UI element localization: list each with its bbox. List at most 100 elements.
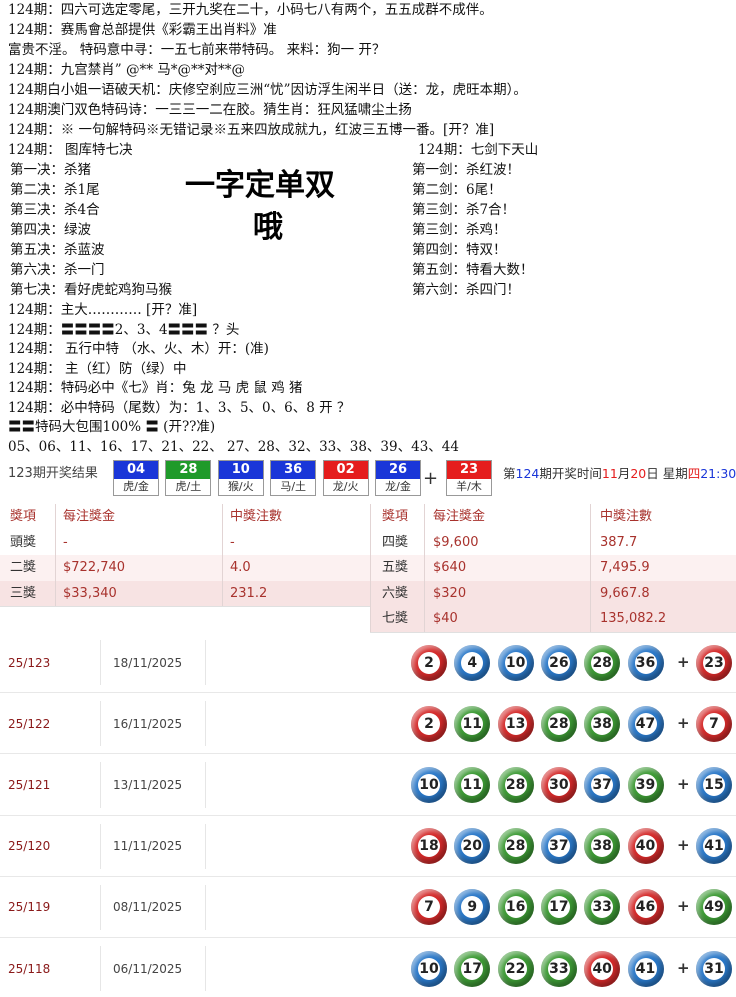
next-draw-part: 第 xyxy=(503,466,516,481)
draw-ball: 2 xyxy=(411,644,447,681)
draw-ball: 41 xyxy=(627,950,664,987)
col-line xyxy=(205,946,206,992)
draw-ball: 17 xyxy=(540,889,577,926)
result-title: 123期开奖结果 xyxy=(8,466,98,481)
big-text: 哦 xyxy=(253,210,283,245)
col-line xyxy=(205,701,206,747)
draw-date: 13/11/2025 xyxy=(113,778,183,792)
row-bg xyxy=(0,504,736,530)
draw-ball: 10 xyxy=(497,644,534,681)
row-line xyxy=(0,692,736,694)
draw-id: 25/118 xyxy=(8,961,51,976)
draw-ball: 28 xyxy=(497,767,534,803)
ball-number: 38 xyxy=(591,835,614,858)
ball-number: 10 xyxy=(418,957,440,980)
ball-zodiac: 羊/木 xyxy=(456,480,482,493)
draw-ball: 47 xyxy=(627,705,664,742)
text-line: 124期澳门双色特码诗：一三三一二在胶。猜生肖：狂风猛啸尘土扬 xyxy=(8,102,412,118)
text-line: 124期：必中特码（尾数）为：1、3、5、0、6、8 开 ？ xyxy=(8,399,351,416)
row-line xyxy=(370,632,736,633)
tip-line: 第四剑：特双！ xyxy=(412,242,507,258)
ball-number: 23 xyxy=(703,651,725,674)
special-ball: 23 羊/木 xyxy=(446,460,492,496)
col-line xyxy=(100,823,101,869)
special-ball: 31 xyxy=(696,950,732,987)
ball-number: 26 xyxy=(547,651,570,674)
row-bg xyxy=(370,606,736,632)
table-cell: 五獎 xyxy=(382,560,409,576)
ball-number: 41 xyxy=(703,835,725,858)
special-ball: 41 xyxy=(696,828,732,865)
row-line xyxy=(0,753,736,755)
ball-zodiac: 龙/金 xyxy=(385,480,411,493)
row-line xyxy=(0,875,736,877)
col-line xyxy=(100,701,101,747)
tip-line: 第三决：杀4合 xyxy=(10,202,100,218)
draw-id: 25/123 xyxy=(8,655,51,670)
next-draw-part: 11 xyxy=(601,466,618,481)
ball-number: 2 xyxy=(418,651,440,674)
tips-title: 124期： 图库特七决 xyxy=(8,142,133,158)
ball-number: 28 xyxy=(504,774,527,796)
draw-id: 25/120 xyxy=(8,839,51,854)
plus-sign: + xyxy=(677,713,690,732)
plus-sign: + xyxy=(677,897,690,916)
text-line: 124期： 主（红）防（绿）中 xyxy=(8,360,187,377)
ball-number: 16 xyxy=(504,896,527,919)
draw-ball: 10 xyxy=(411,950,447,987)
text-line: 124期：※ 一句解特码※无错记录※五来四放成就九，红波三五博一番。[开？准] xyxy=(8,122,495,138)
row-line xyxy=(0,937,736,938)
tip-line: 第六剑：杀四门！ xyxy=(412,282,520,298)
draw-ball: 46 xyxy=(627,889,664,926)
ball-number: 28 xyxy=(166,461,211,479)
special-ball: 23 xyxy=(696,644,732,681)
result-ball: 02 龙/火 xyxy=(322,460,369,496)
result-ball: 36 马/土 xyxy=(270,460,317,496)
col-line xyxy=(205,823,206,869)
plus-sign: + xyxy=(677,652,690,671)
row-line xyxy=(0,606,736,608)
table-cell: 七獎 xyxy=(382,611,409,627)
col-line xyxy=(590,504,591,632)
draw-ball: 17 xyxy=(454,950,491,987)
draw-ball: 40 xyxy=(584,950,621,987)
table-cell: $640 xyxy=(433,560,467,576)
special-ball: 49 xyxy=(696,889,732,926)
plus-sign: + xyxy=(423,468,439,489)
big-text: 一字定单双 xyxy=(185,168,335,203)
col-line xyxy=(424,504,425,632)
draw-ball: 39 xyxy=(627,767,664,803)
tip-line: 第一剑：杀红波！ xyxy=(412,162,520,178)
ball-number: 41 xyxy=(634,957,657,980)
table-cell: 231.2 xyxy=(230,585,268,601)
plus-sign: + xyxy=(677,958,690,977)
draw-ball: 37 xyxy=(540,828,577,865)
ball-number: 04 xyxy=(114,461,158,479)
col-line xyxy=(205,884,206,930)
next-draw-part: 21:30 xyxy=(700,466,736,481)
ball-zodiac: 虎/金 xyxy=(123,480,149,493)
ball-number: 26 xyxy=(376,461,420,479)
special-ball: 7 xyxy=(696,705,732,742)
tip-line: 第五决：杀蓝波 xyxy=(10,242,105,258)
draw-date: 06/11/2025 xyxy=(113,961,183,976)
table-cell: 135,082.2 xyxy=(600,611,667,627)
text-line: 124期：九宫禁肖” @** 马*@**对**@ xyxy=(8,62,246,78)
ball-number: 11 xyxy=(461,712,484,735)
draw-ball: 13 xyxy=(497,705,534,742)
col-line xyxy=(100,946,101,992)
next-draw-part: 日 星期 xyxy=(646,466,688,481)
result-ball: 10 猴/火 xyxy=(217,460,264,496)
ball-number: 38 xyxy=(591,712,614,735)
ball-zodiac: 虎/土 xyxy=(175,480,202,493)
draw-id: 25/121 xyxy=(8,778,51,792)
ball-number: 15 xyxy=(703,774,725,796)
ball-number: 36 xyxy=(634,651,657,674)
ball-number: 40 xyxy=(634,835,657,858)
table-cell: 387.7 xyxy=(600,534,638,550)
next-draw-part: 20 xyxy=(630,466,647,481)
ball-number: 28 xyxy=(591,651,614,674)
text-line: 〓〓特码大包围100% 〓 (开??准) xyxy=(8,419,216,435)
next-draw-part: 期开奖时间 xyxy=(539,466,602,481)
